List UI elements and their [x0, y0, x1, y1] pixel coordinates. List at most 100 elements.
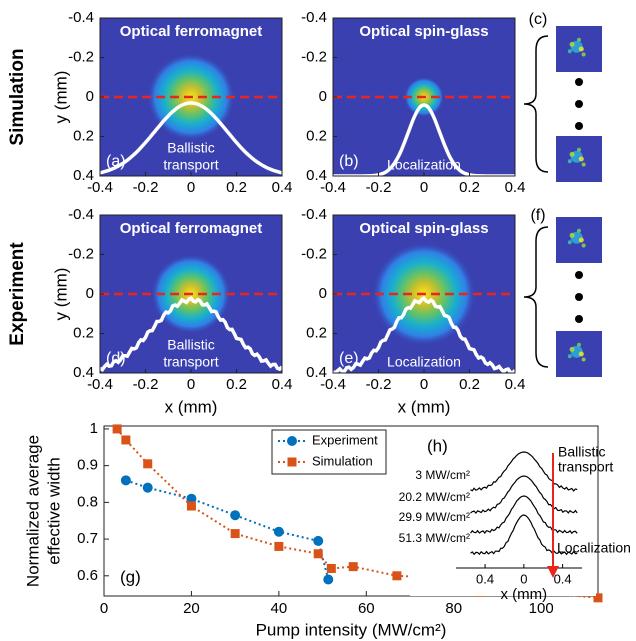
speckle: [567, 159, 572, 164]
speckle: [569, 41, 575, 47]
x-axis-label: x (mm): [398, 397, 451, 416]
x-tick-label: -0.2: [366, 376, 392, 393]
x-tick-label: 0.4: [505, 179, 526, 196]
y-tick-label: 0: [319, 88, 327, 105]
ellipsis-dot: [575, 78, 583, 86]
x-tick-label: -0.2: [133, 179, 159, 196]
marker: [313, 535, 324, 546]
y-tick-label: 0.4: [73, 167, 94, 184]
x-tick-label: 80: [445, 600, 462, 617]
curve-label: 29.9 MW/cm²: [399, 510, 470, 524]
annotation: Ballistic: [167, 337, 214, 353]
y-axis-label: y (mm): [51, 71, 70, 124]
y-tick-label: 0.4: [306, 167, 327, 184]
row-label: Experiment: [7, 242, 28, 346]
x-tick-label: 0.2: [459, 179, 480, 196]
speckle: [569, 232, 575, 238]
speckle: [577, 342, 581, 347]
marker: [112, 424, 122, 434]
speckle: [569, 151, 575, 157]
x-tick-label: -0.4: [87, 179, 113, 196]
x-tick-label: -0.4: [320, 376, 346, 393]
marker: [143, 459, 153, 469]
y-axis-label: effective width: [44, 457, 63, 564]
curve-label: 20.2 MW/cm²: [399, 490, 470, 504]
x-tick-label: 0: [187, 376, 195, 393]
marker: [392, 571, 402, 581]
x-tick-label: 100: [529, 600, 554, 617]
y-tick-label: 0.6: [77, 567, 98, 584]
annotation: Ballistic: [167, 140, 214, 156]
ellipsis-dot: [575, 271, 583, 279]
y-tick-label: 0: [319, 285, 327, 302]
annotation: Localization: [387, 157, 461, 173]
brace: [523, 226, 549, 368]
marker: [326, 563, 336, 573]
annotation: Localization: [557, 540, 631, 556]
x-tick-label: 0: [100, 600, 108, 617]
series-line: [116, 428, 599, 599]
speckle: [569, 346, 575, 352]
panel-label: (g): [120, 567, 141, 586]
profile-curve: [470, 475, 578, 515]
ellipsis-dot: [575, 100, 583, 108]
legend-marker: [287, 457, 297, 467]
y-tick-label: -0.4: [301, 9, 327, 26]
y-axis-label: y (mm): [51, 268, 70, 321]
marker: [230, 529, 240, 539]
y-axis-label: Normalized average: [23, 435, 42, 587]
x-axis-label: x (mm): [165, 397, 218, 416]
profile-curve: [332, 295, 517, 376]
speckle: [581, 162, 586, 167]
marker: [348, 562, 358, 572]
y-tick-label: -0.2: [301, 245, 327, 262]
x-axis-label: x (mm): [501, 586, 548, 603]
arrow-head: [547, 566, 559, 578]
speckle: [578, 156, 584, 162]
y-tick-label: 0: [86, 285, 94, 302]
x-tick-label: -0.2: [366, 179, 392, 196]
row-label: Simulation: [7, 48, 28, 145]
x-tick-label: 0.2: [226, 179, 247, 196]
curve-label: 51.3 MW/cm²: [399, 531, 470, 545]
legend-label: Experiment: [312, 432, 378, 447]
annotation: Ballistic: [558, 444, 605, 460]
y-tick-label: 0.4: [306, 364, 327, 381]
marker: [323, 574, 334, 585]
x-tick-label: 0.4: [476, 571, 494, 586]
profile-curve: [470, 514, 578, 556]
speckle: [578, 351, 584, 357]
x-tick-label: 40: [271, 600, 288, 617]
marker: [121, 435, 131, 445]
speckle: [581, 52, 586, 57]
annotation: Localization: [387, 354, 461, 370]
y-tick-label: 0.2: [306, 324, 327, 341]
x-tick-label: 0.2: [226, 376, 247, 393]
ellipsis-dot: [575, 293, 583, 301]
y-tick-label: -0.4: [68, 9, 94, 26]
speckle: [578, 46, 584, 52]
y-tick-label: 0.7: [77, 530, 98, 547]
y-tick-label: 0.2: [306, 127, 327, 144]
speckle: [581, 243, 586, 248]
x-tick-label: 0.2: [459, 376, 480, 393]
y-tick-label: 0.2: [73, 127, 94, 144]
x-tick-label: 60: [358, 600, 375, 617]
y-tick-label: -0.2: [68, 48, 94, 65]
x-axis-label: Pump intensity (MW/cm²): [256, 620, 447, 639]
y-tick-label: 0.2: [73, 324, 94, 341]
x-tick-label: 0.4: [272, 179, 293, 196]
panel-label: (b): [339, 153, 359, 170]
panel-label: (h): [427, 436, 448, 455]
profile-curve: [470, 495, 578, 535]
x-tick-label: -0.2: [133, 376, 159, 393]
marker: [313, 549, 323, 559]
annotation: transport: [163, 354, 218, 370]
x-tick-label: -0.4: [87, 376, 113, 393]
x-tick-label: 0.4: [554, 571, 572, 586]
marker: [273, 526, 284, 537]
x-tick-label: 20: [183, 600, 200, 617]
annotation: transport: [558, 459, 613, 475]
ellipsis-dot: [575, 122, 583, 130]
